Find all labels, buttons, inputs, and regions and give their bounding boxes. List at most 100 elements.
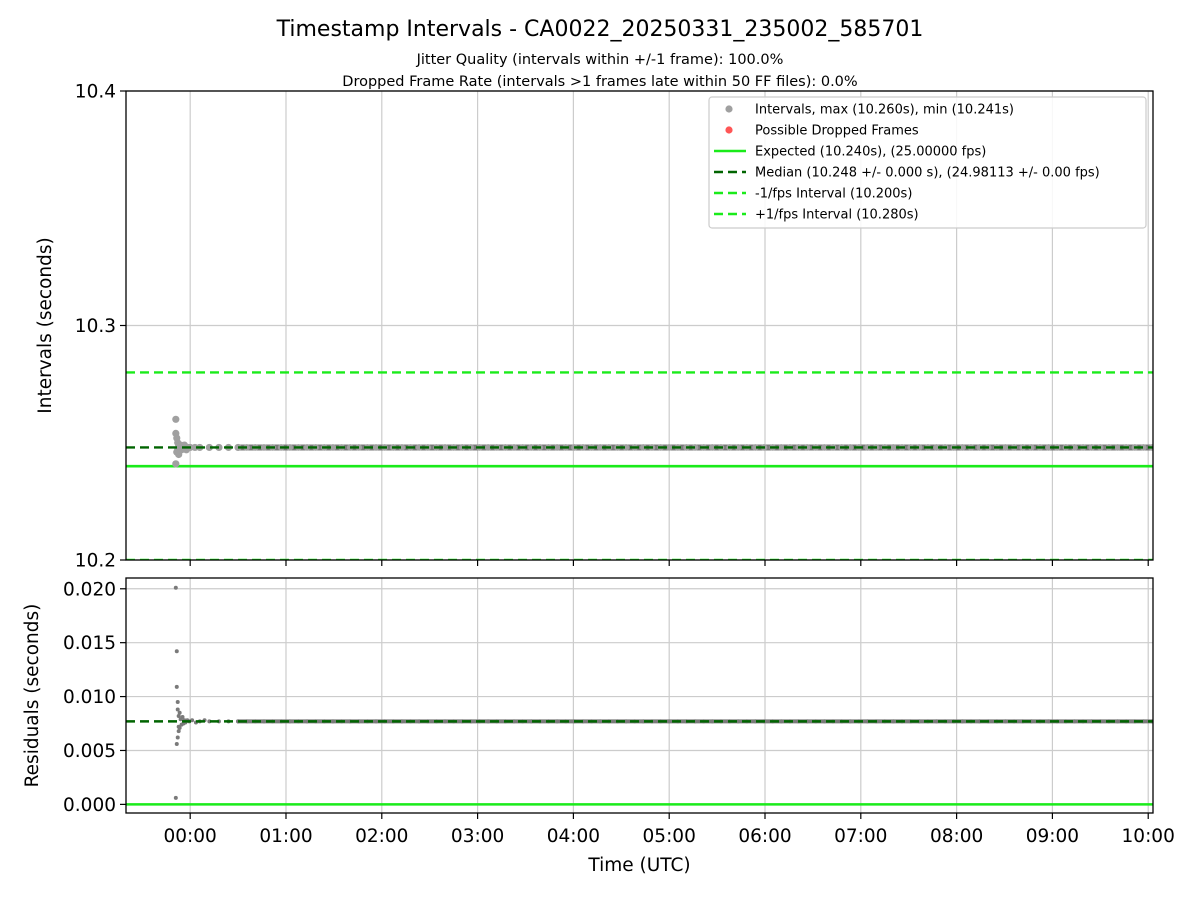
data-point <box>190 718 195 723</box>
data-point <box>598 719 603 724</box>
x-tick-label: 02:00 <box>355 826 408 847</box>
data-point <box>622 444 630 451</box>
data-point <box>510 444 518 451</box>
data-point <box>172 415 180 423</box>
y-tick-label: 0.005 <box>63 741 116 762</box>
data-point <box>736 719 741 724</box>
data-point <box>286 444 294 451</box>
data-point <box>959 444 966 451</box>
data-point <box>441 444 449 451</box>
data-point <box>667 719 672 724</box>
data-point <box>821 444 828 451</box>
data-point <box>260 444 268 451</box>
legend-label: Median (10.248 +/- 0.000 s), (24.98113 +… <box>755 166 1100 181</box>
data-point <box>175 735 180 740</box>
data-point <box>1002 444 1009 451</box>
data-point <box>933 444 940 451</box>
data-point <box>822 719 827 724</box>
data-point <box>915 444 923 451</box>
data-point <box>1072 719 1077 724</box>
x-tick-label: 04:00 <box>547 826 600 847</box>
data-point <box>261 719 266 724</box>
data-point <box>398 444 406 451</box>
data-point <box>779 719 784 724</box>
legend-label: -1/fps Interval (10.200s) <box>755 187 912 202</box>
data-point <box>665 444 673 451</box>
grid <box>126 578 1153 813</box>
data-point <box>596 444 604 451</box>
legend-marker <box>725 126 733 134</box>
data-point <box>1028 444 1035 451</box>
y-tick-label: 0.000 <box>63 795 116 816</box>
data-point <box>624 719 629 724</box>
data-point <box>1088 444 1095 451</box>
y-tick-label: 10.3 <box>75 316 116 337</box>
y-tick-label: 10.4 <box>75 82 116 103</box>
chart-title: Timestamp Intervals - CA0022_20250331_23… <box>276 17 924 42</box>
data-point <box>173 585 178 590</box>
data-point <box>329 444 337 451</box>
y-axis-label: Intervals (seconds) <box>35 237 56 413</box>
data-point <box>890 444 897 451</box>
data-point <box>1114 444 1121 451</box>
data-point <box>752 444 759 451</box>
data-point <box>710 719 715 724</box>
y-tick-label: 0.010 <box>63 687 116 708</box>
residuals-panel: 0.000 0.005 0.010 0.015 0.020 00:00 01:00 02:00… <box>22 577 1175 876</box>
data-point <box>330 719 335 724</box>
x-tick-label: 10:00 <box>1122 826 1175 847</box>
legend-label: +1/fps Interval (10.280s) <box>755 208 919 223</box>
data-point <box>372 444 380 451</box>
data-point <box>486 719 491 724</box>
x-tick-label: 00:00 <box>164 826 217 847</box>
legend-frame <box>708 96 1147 229</box>
x-tick-label: 05:00 <box>643 826 696 847</box>
data-point <box>864 444 871 451</box>
data-point <box>803 444 811 451</box>
data-point <box>848 719 853 724</box>
data-point <box>846 444 854 451</box>
data-point <box>415 444 423 451</box>
data-point <box>173 795 178 800</box>
data-point <box>709 444 716 451</box>
data-point <box>1003 719 1008 724</box>
data-point <box>1045 444 1052 451</box>
data-point <box>960 719 965 724</box>
chart-subtitle-jitter: Jitter Quality (intervals within +/-1 fr… <box>416 52 784 68</box>
data-point <box>374 719 379 724</box>
legend-label: Intervals, max (10.260s), min (10.241s) <box>755 103 1014 118</box>
data-point <box>734 444 742 451</box>
data-point <box>177 725 182 730</box>
data-point <box>934 719 939 724</box>
x-tick-label: 09:00 <box>1026 826 1079 847</box>
chart-subtitle-dropped: Dropped Frame Rate (intervals >1 frames … <box>342 74 857 90</box>
intervals-panel: 10.2 10.3 10.4 Intervals (seconds) Intervals… <box>35 82 1154 572</box>
data-point <box>553 444 561 451</box>
data-point <box>1140 444 1147 451</box>
data-point <box>172 460 180 468</box>
y-tick-label: 0.015 <box>63 633 116 654</box>
data-point <box>777 444 785 451</box>
data-point <box>303 444 311 451</box>
y-axis-label: Residuals (seconds) <box>22 604 43 788</box>
data-point <box>891 719 896 724</box>
data-point <box>484 444 492 451</box>
data-point <box>174 684 179 689</box>
x-tick-label: 03:00 <box>451 826 504 847</box>
y-tick-label: 0.020 <box>63 579 116 600</box>
x-tick-label: 07:00 <box>834 826 887 847</box>
data-point <box>205 443 213 452</box>
data-point <box>1115 719 1120 724</box>
x-tick-label: 06:00 <box>738 826 791 847</box>
data-point <box>443 719 448 724</box>
data-point <box>527 444 535 451</box>
data-point <box>640 444 647 451</box>
legend: Intervals, max (10.260s), min (10.241s) P… <box>708 96 1147 229</box>
data-point <box>976 444 983 451</box>
plot-frame <box>125 577 1154 814</box>
data-point <box>176 713 181 718</box>
data-point <box>176 729 181 734</box>
data-point <box>1071 444 1078 451</box>
x-tick-label: 01:00 <box>259 826 312 847</box>
